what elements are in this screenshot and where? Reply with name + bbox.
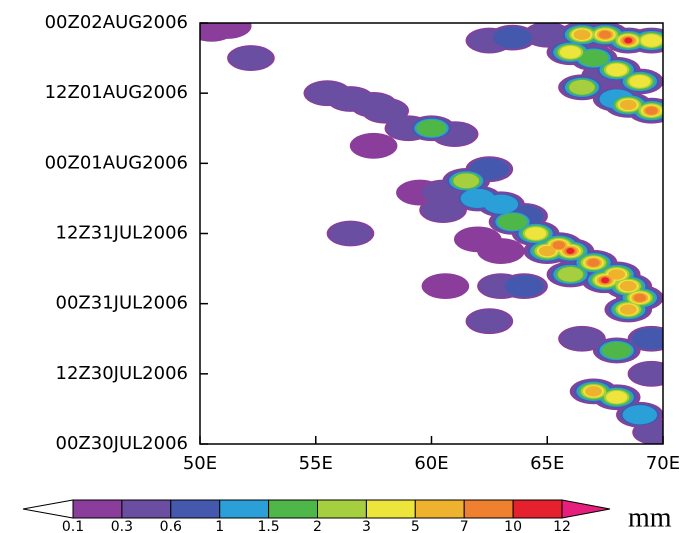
contour-fill [229, 46, 273, 70]
contour-fill [629, 75, 651, 88]
unit-label: mm [628, 502, 672, 533]
colorbar-under [22, 499, 74, 519]
colorbar-box [463, 499, 514, 519]
colorbar-label: 1.5 [257, 519, 279, 533]
contour-fill [585, 386, 602, 397]
colorbar-box [121, 499, 172, 519]
colorbar-box [512, 499, 563, 519]
contour-fill [601, 341, 632, 359]
y-tick-label: 00Z31JUL2006 [56, 293, 188, 314]
contour-fill [634, 420, 663, 444]
contour-fill [619, 280, 637, 292]
contour-fill [421, 273, 470, 300]
contour-fill [559, 45, 582, 59]
x-tick-label: 60E [414, 453, 448, 474]
contour-fill [566, 248, 575, 255]
y-tick-label: 00Z30JUL2006 [56, 433, 188, 454]
y-tick-label: 12Z31JUL2006 [56, 223, 188, 244]
colorbar-label: 10 [504, 519, 522, 533]
y-tick-label: 12Z01AUG2006 [45, 82, 188, 103]
contour-fill [477, 238, 525, 264]
contour-fill [640, 34, 663, 47]
contour-fill [629, 362, 663, 386]
contour-fill [538, 245, 556, 257]
colorbar-box [219, 499, 270, 519]
contour-fill [578, 49, 609, 67]
contour-fill [624, 37, 633, 44]
contour-fill [483, 194, 519, 214]
contour-fill [619, 99, 637, 111]
contour-fill [560, 326, 604, 351]
colorbar-box [170, 499, 221, 519]
contour-fill [453, 173, 480, 189]
colorbar-box [365, 499, 416, 519]
contour-fill [573, 29, 591, 40]
contour-fill [349, 132, 398, 159]
x-tick-label: 50E [183, 453, 217, 474]
y-tick-label: 00Z02AUG2006 [45, 12, 188, 33]
contour-fill [469, 158, 509, 180]
contour-fill [608, 269, 626, 280]
contour-fill [467, 309, 511, 334]
contour-fill [632, 328, 663, 350]
contour-fill [525, 23, 569, 47]
field [200, 23, 663, 444]
contour-fill [601, 277, 610, 284]
contour-fill [497, 213, 528, 231]
contour-fill [416, 119, 447, 137]
contour-fill [645, 106, 658, 115]
contour-fill [569, 79, 595, 95]
contour-fill [619, 304, 637, 315]
contour-fill [504, 275, 544, 297]
x-tick-label: 70E [646, 453, 680, 474]
colorbar-over [561, 499, 611, 519]
colorbar-label: 0.1 [62, 519, 84, 533]
contour-fill [557, 267, 584, 282]
contour-fill [552, 241, 566, 250]
contour-fill [587, 258, 600, 267]
contour-fill [598, 30, 612, 39]
contour-fill [525, 227, 547, 240]
colorbar-box [317, 499, 367, 519]
colorbar-box [414, 499, 465, 519]
x-tick-label: 65E [530, 453, 564, 474]
contour-fill [363, 98, 407, 123]
contour-fill [606, 390, 628, 404]
colorbar-label: 1 [215, 519, 224, 533]
colorbar-box [268, 499, 319, 519]
contour-fill [606, 63, 628, 77]
contour-fill [633, 293, 647, 302]
x-tick-label: 55E [299, 453, 333, 474]
contour-fill [203, 23, 252, 39]
colorbar-box [72, 499, 123, 519]
y-tick-label: 12Z30JUL2006 [56, 363, 188, 384]
colorbar-label: 3 [362, 519, 371, 533]
contour-fill [421, 198, 465, 222]
contour-fill [493, 26, 532, 49]
contour-fill [622, 405, 658, 425]
colorbar-label: 2 [313, 519, 322, 533]
colorbar-label: 12 [553, 519, 571, 533]
colorbar: 0.1 0.3 0.6 1 1.5 2 3 5 7 10 12 [22, 499, 611, 533]
colorbar-label: 0.3 [111, 519, 133, 533]
colorbar-label: 7 [460, 519, 469, 533]
colorbar-label: 5 [411, 519, 420, 533]
colorbar-label: 0.6 [160, 519, 182, 533]
contour-fill [328, 221, 373, 246]
y-tick-label: 00Z01AUG2006 [45, 152, 188, 173]
